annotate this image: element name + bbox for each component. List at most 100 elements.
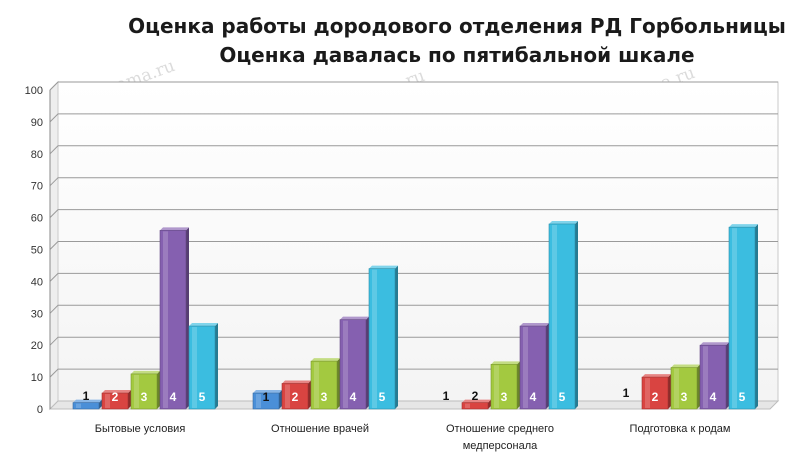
plot-area: 0 10 20 30 40 50 60 70 80 90 100 1 2 3 4 5 Бытовые услов… <box>25 80 780 452</box>
y-tick-label: 80 <box>31 149 43 161</box>
bar-front <box>159 230 187 410</box>
bar-highlight <box>314 362 319 408</box>
bar-side <box>337 358 340 409</box>
bar-highlight <box>76 403 81 408</box>
gridline <box>49 113 778 123</box>
bar-side <box>697 364 700 409</box>
bar-highlight <box>256 394 261 408</box>
series-label: 2 <box>112 390 119 404</box>
bar: 3 <box>310 358 340 410</box>
bar-top <box>131 370 160 374</box>
bar-front <box>699 344 727 410</box>
chart-title-line-2: Оценка давалась по пятибальной шкале <box>219 43 694 67</box>
bar-front <box>130 373 158 410</box>
bar-front <box>461 402 489 410</box>
x-category-label: медперсонала <box>463 440 538 452</box>
bar-side <box>755 224 758 409</box>
series-label: 3 <box>681 390 688 404</box>
bar-top <box>253 390 282 394</box>
bar-top <box>73 399 102 403</box>
bar: 4 <box>699 342 729 410</box>
bar: 3 <box>130 370 160 410</box>
bar: 2 <box>281 380 311 410</box>
bar-top <box>369 265 398 269</box>
bar-front <box>339 319 367 410</box>
x-category-label: Отношение врачей <box>271 423 369 435</box>
bar-side <box>279 390 282 409</box>
bar: 5 <box>548 220 578 410</box>
bar-top <box>102 390 131 394</box>
bar-side <box>668 374 671 409</box>
series-label: 2 <box>292 390 299 404</box>
series-label: 4 <box>530 390 537 404</box>
series-label: 1 <box>83 389 90 403</box>
bar-highlight <box>105 394 110 408</box>
x-category-label: Подготовка к родам <box>630 423 731 435</box>
y-tick-label: 90 <box>31 117 43 129</box>
gridline <box>49 304 778 314</box>
series-label: 5 <box>739 390 746 404</box>
bar-side <box>215 323 218 409</box>
series-label: 5 <box>199 390 206 404</box>
bar-front <box>252 392 280 410</box>
bar-highlight <box>732 228 737 408</box>
bar: 3 <box>490 361 520 410</box>
series-label: 5 <box>379 390 386 404</box>
bar-front <box>101 392 129 410</box>
y-tick-label: 0 <box>37 404 43 416</box>
bar-highlight <box>645 378 650 408</box>
bar-side <box>517 361 520 409</box>
bar-top <box>491 361 520 365</box>
series-label: 5 <box>559 390 566 404</box>
x-category-label: Бытовые условия <box>95 423 186 435</box>
y-tick-label: 40 <box>31 276 43 288</box>
bar-highlight <box>703 346 708 408</box>
gridline <box>49 272 778 282</box>
bar-top <box>700 342 729 346</box>
bar-highlight <box>465 403 470 408</box>
bar-side <box>488 399 491 409</box>
gridline <box>49 209 778 218</box>
y-tick-label: 100 <box>25 85 43 97</box>
bar-top <box>462 399 491 403</box>
y-tick-label: 20 <box>31 340 43 352</box>
bar: 1 <box>623 386 630 400</box>
bar-top <box>189 323 218 327</box>
bar: 5 <box>368 265 398 410</box>
bar: 5 <box>188 323 218 410</box>
bar: 4 <box>519 323 549 410</box>
series-label: 4 <box>170 390 177 404</box>
bar-front <box>490 364 518 410</box>
y-tick-label: 30 <box>31 308 43 320</box>
bar-highlight <box>674 368 679 408</box>
series-label: 1 <box>443 389 450 403</box>
bar-highlight <box>285 384 290 408</box>
gridline <box>49 241 778 250</box>
bar-top <box>520 323 549 327</box>
bar-highlight <box>494 365 499 408</box>
bar-side <box>308 380 311 409</box>
bar-front <box>368 268 396 410</box>
bar-side <box>726 342 729 409</box>
bar-top <box>671 364 700 368</box>
y-tick-label: 70 <box>31 181 43 193</box>
bar-front <box>548 223 576 410</box>
bar-side <box>186 227 189 409</box>
chart-title: Оценка работы дородового отделения РД Го… <box>128 14 786 67</box>
bar-top <box>549 220 578 224</box>
series-label: 3 <box>321 390 328 404</box>
bar-side <box>128 390 131 409</box>
bar-front <box>72 402 100 410</box>
series-label: 4 <box>710 390 717 404</box>
bar: 2 <box>641 374 671 410</box>
bar: 1 <box>72 389 102 410</box>
gridline <box>49 81 778 91</box>
bar: 4 <box>339 316 369 410</box>
y-tick-label: 10 <box>31 372 43 384</box>
series-label: 2 <box>652 390 659 404</box>
bar-highlight <box>163 231 168 408</box>
bar-top <box>311 358 340 362</box>
bar-highlight <box>343 320 348 408</box>
series-label: 3 <box>501 390 508 404</box>
bar-side <box>546 323 549 409</box>
